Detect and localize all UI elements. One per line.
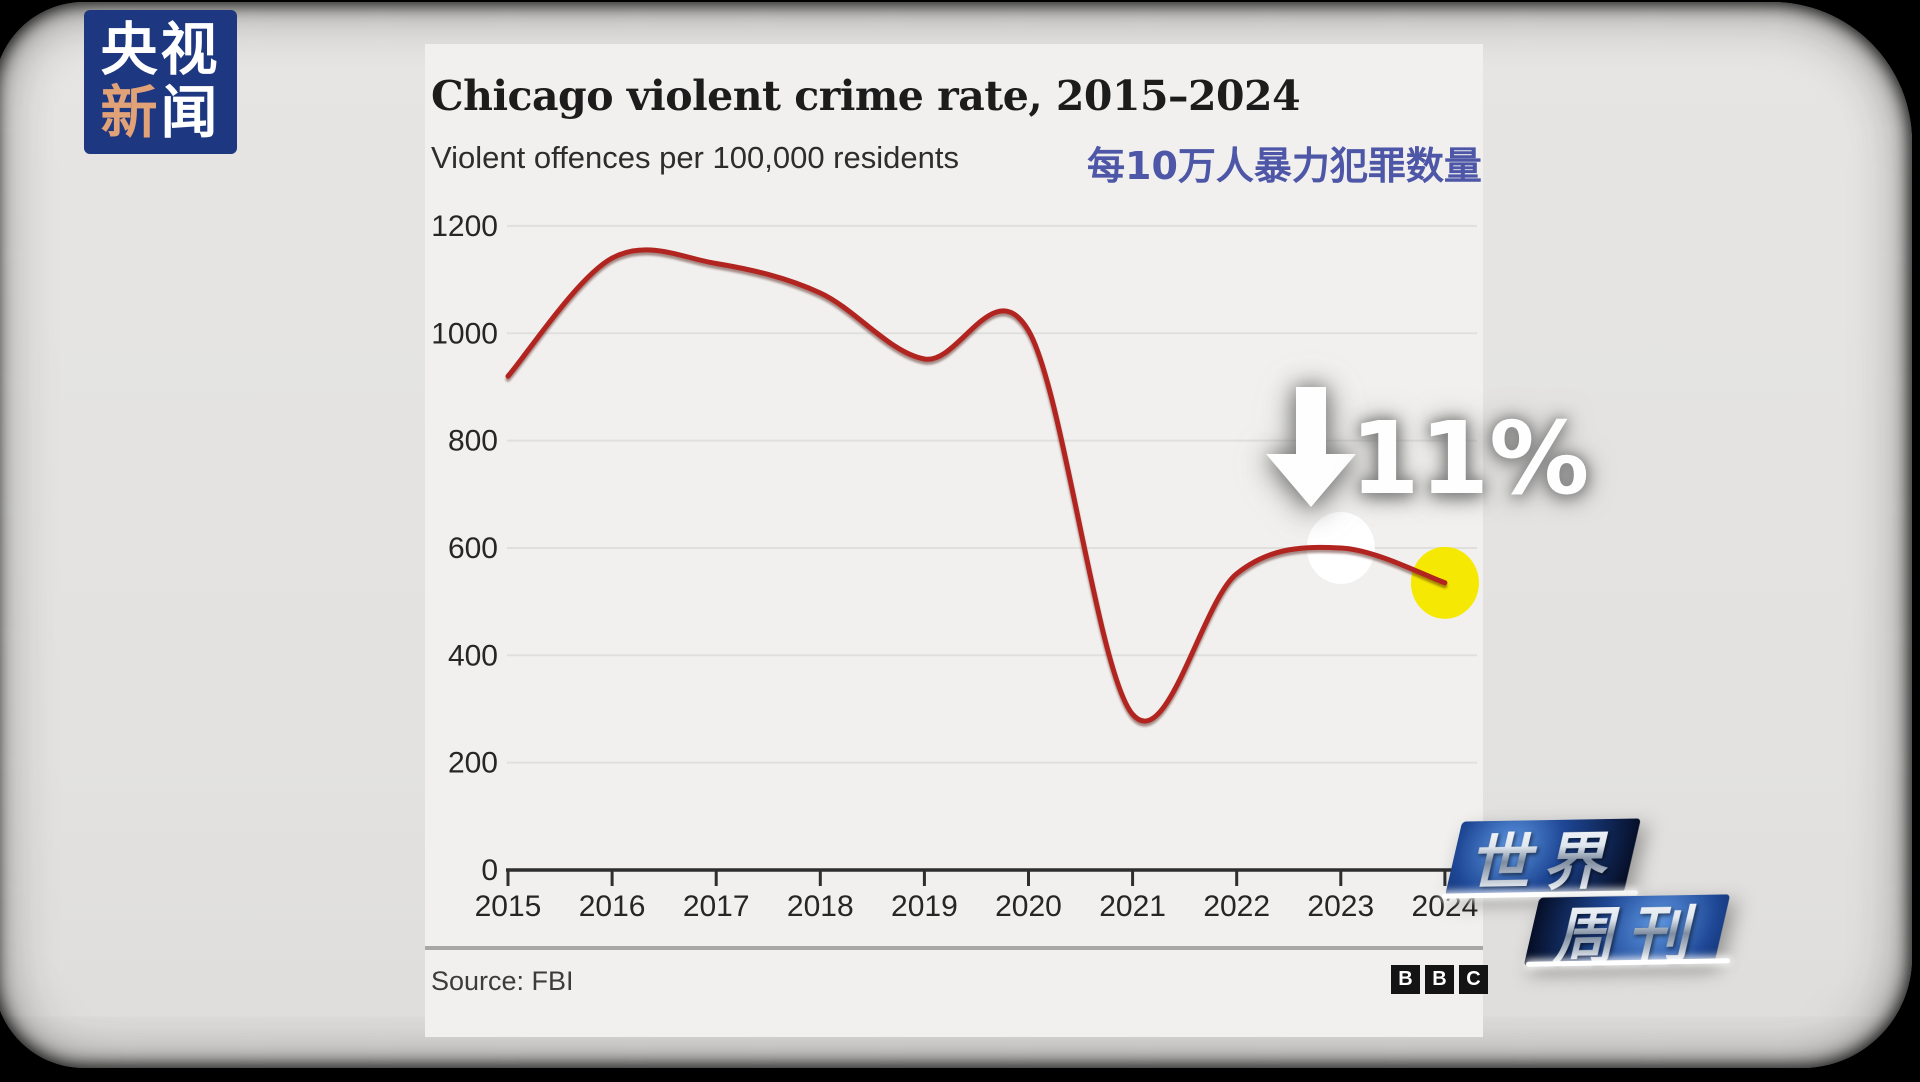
- cctv-news-logo: 央视 新闻: [84, 10, 237, 154]
- cctv-logo-line2: 新闻: [101, 82, 221, 145]
- bbc-logo: B B C: [1391, 965, 1488, 994]
- chart-card: [425, 44, 1483, 1037]
- cctv-logo-char-wen: 闻: [161, 80, 221, 146]
- chart-subtitle-chinese: 每10万人暴力犯罪数量: [1087, 135, 1482, 190]
- bbc-logo-block-1: B: [1391, 965, 1420, 994]
- chart-title: Chicago violent crime rate, 2015–2024: [431, 72, 1300, 120]
- bbc-logo-block-3: C: [1459, 965, 1488, 994]
- source-credit: Source: FBI: [431, 966, 574, 997]
- world-weekly-logo-bottom: 周刊: [1524, 894, 1731, 965]
- chart-subtitle-english: Violent offences per 100,000 residents: [431, 140, 959, 176]
- world-weekly-logo-top: 世界: [1445, 818, 1641, 895]
- cctv-logo-char-xin: 新: [101, 80, 161, 146]
- percent-change-annotation: 11%: [1350, 409, 1589, 509]
- footer-divider: [425, 946, 1483, 950]
- bbc-logo-block-2: B: [1425, 965, 1454, 994]
- cctv-logo-line1: 央视: [101, 19, 221, 82]
